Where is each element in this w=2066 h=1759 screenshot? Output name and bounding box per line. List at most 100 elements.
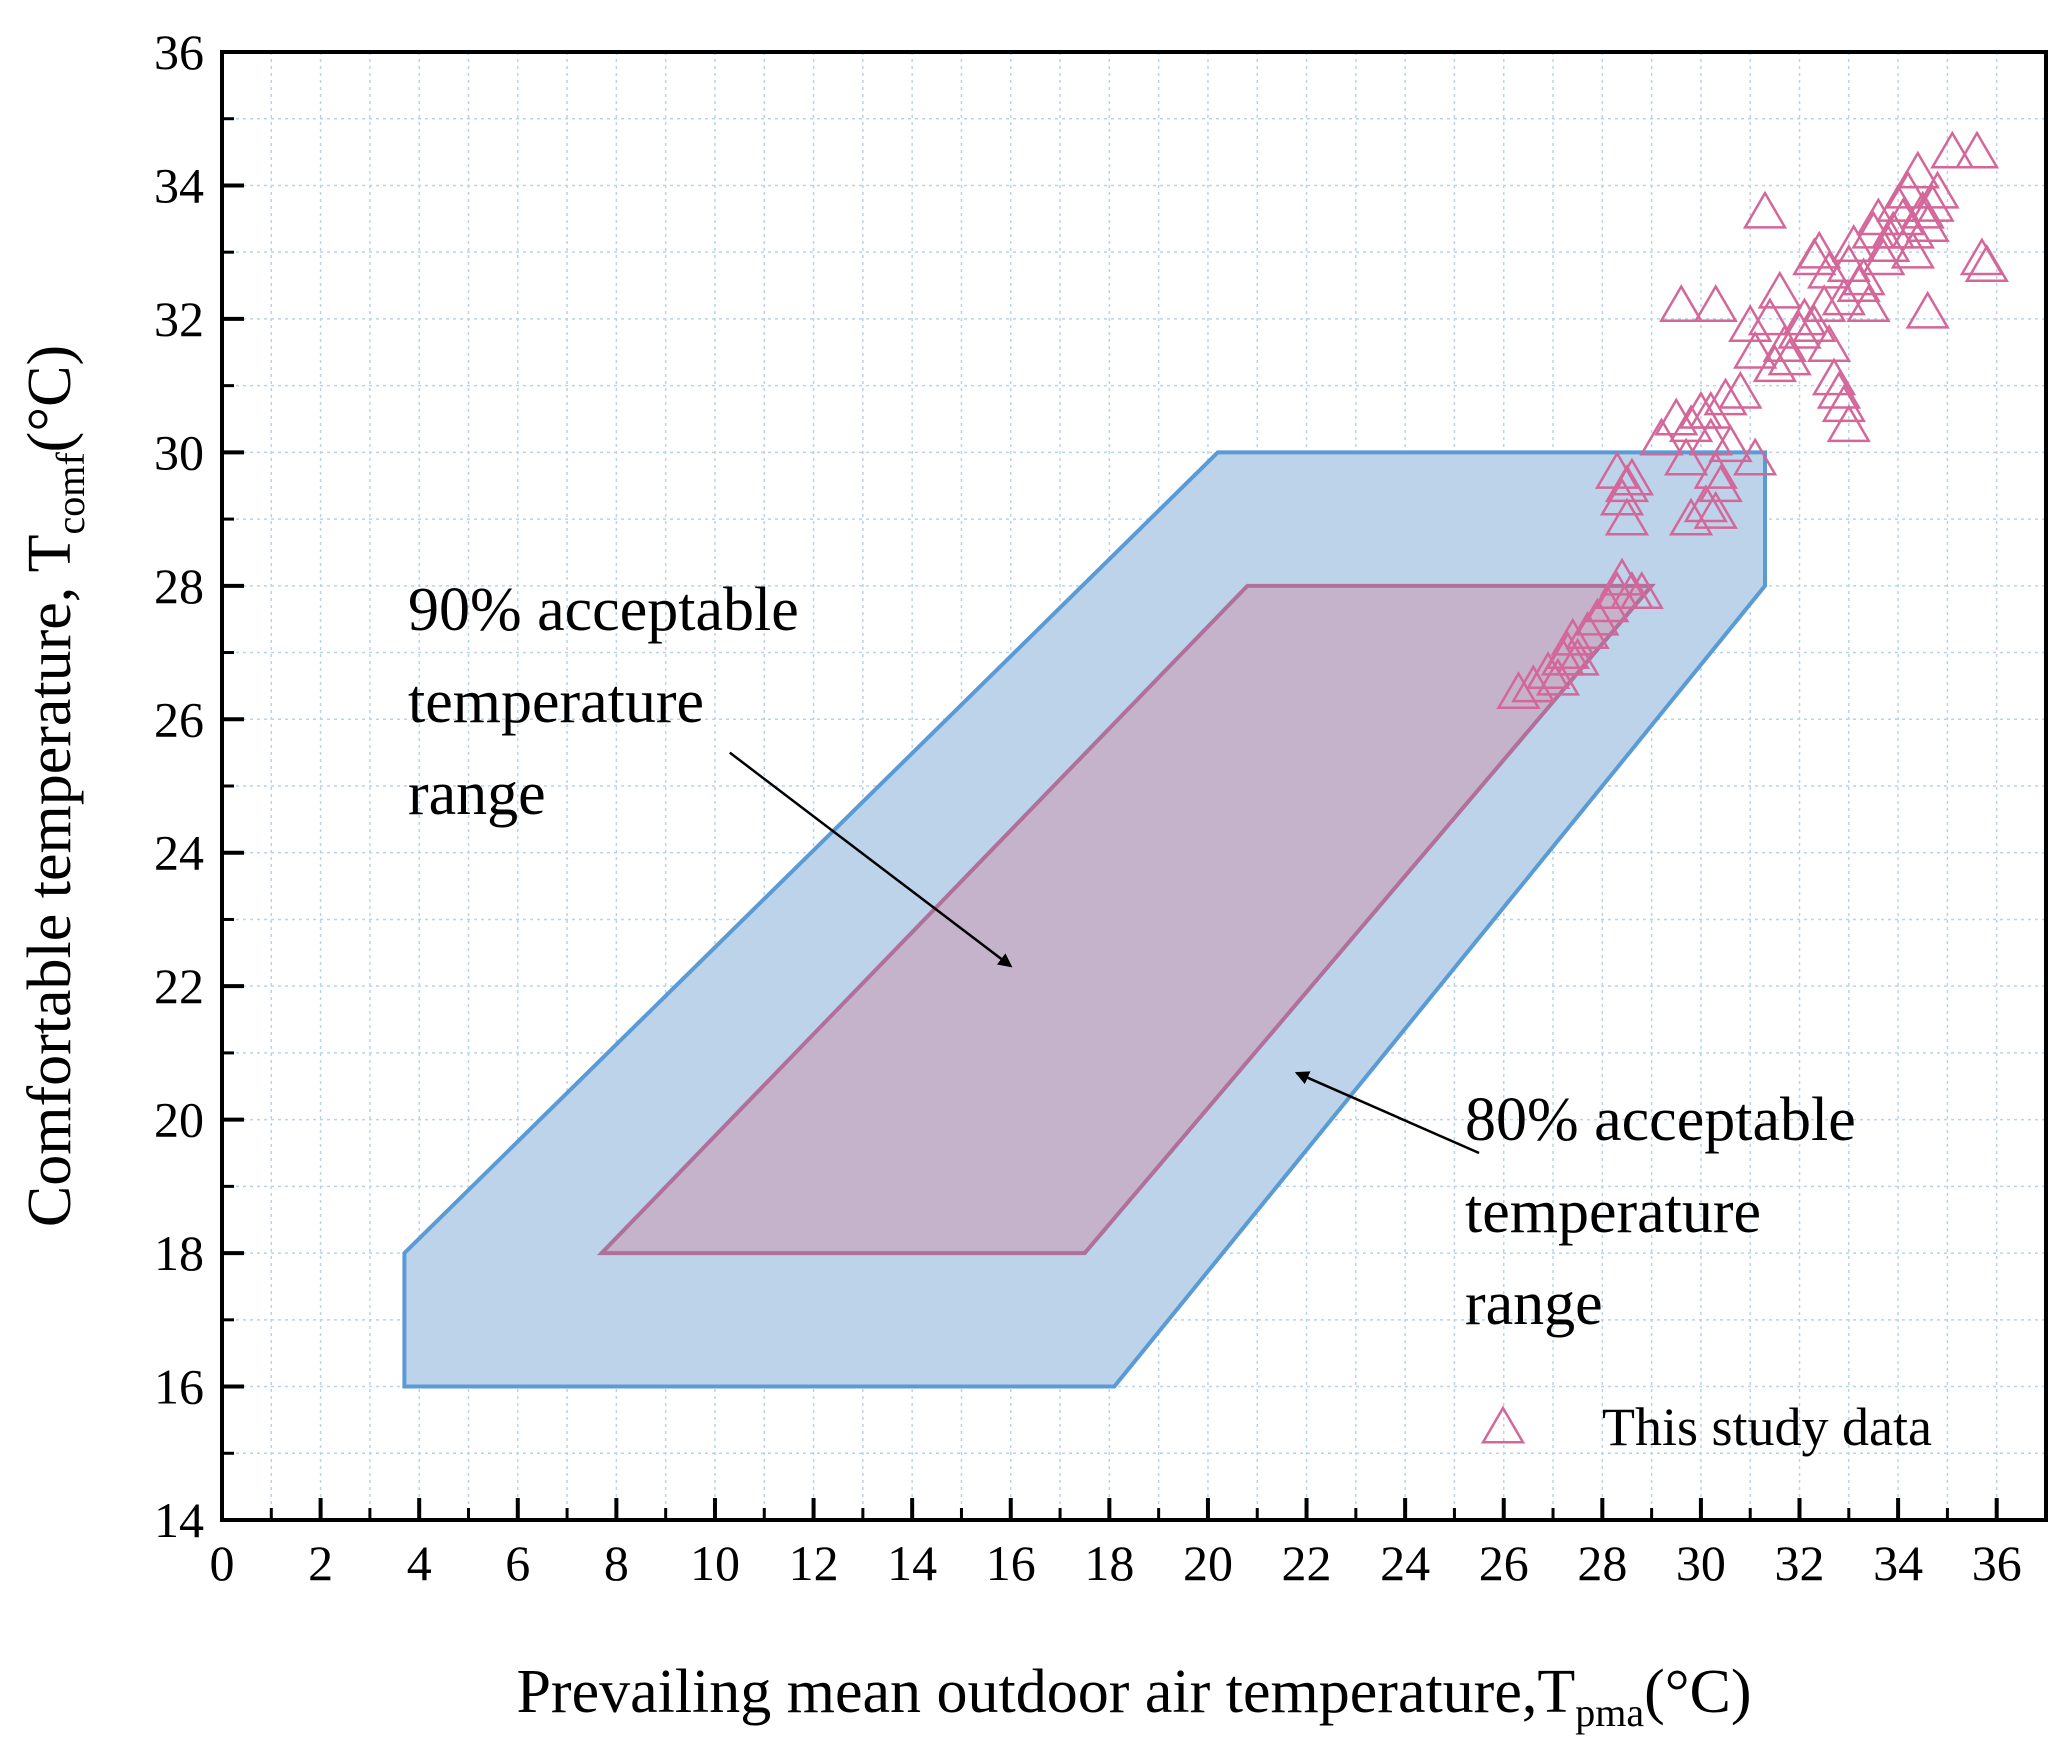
data-point: [1742, 190, 1788, 229]
data-point: [1664, 437, 1709, 476]
y-tick-label: 18: [154, 1225, 204, 1281]
data-point: [1599, 557, 1645, 596]
data-point: [1802, 284, 1847, 323]
x-tick-label: 0: [210, 1535, 235, 1591]
x-tick-label: 2: [308, 1535, 333, 1591]
annotations: 90% acceptable temperature range 80% accept…: [408, 576, 1856, 1338]
data-point: [1826, 404, 1871, 443]
data-point: [1890, 230, 1936, 269]
data-point: [1565, 611, 1610, 649]
x-tick-label: 6: [505, 1535, 530, 1591]
data-point: [1545, 631, 1590, 669]
data-point: [1659, 284, 1704, 323]
x-tick-label: 18: [1084, 1535, 1134, 1591]
y-axis-title-sub: comf: [48, 452, 93, 535]
y-axis-title: Comfortable temperature, Tcomf(°C): [16, 345, 93, 1227]
data-point: [1599, 477, 1645, 516]
legend-label: This study data: [1602, 1397, 1932, 1457]
y-axis-title-unit: (°C): [16, 345, 84, 452]
data-point: [1654, 397, 1699, 436]
data-point: [1762, 324, 1807, 363]
x-tick-label: 28: [1577, 1535, 1627, 1591]
annotation-text-line: 90% acceptable: [408, 576, 799, 644]
y-tick-label: 20: [154, 1092, 204, 1148]
data-point: [1905, 204, 1950, 242]
data-point: [1757, 270, 1802, 309]
data-point: [1895, 150, 1940, 189]
y-tick-label: 28: [154, 558, 204, 614]
x-axis-title-unit: (°C): [1644, 1658, 1751, 1726]
y-tick-label: 26: [154, 691, 204, 747]
y-tick-label: 36: [154, 24, 204, 80]
data-point: [1693, 450, 1738, 489]
data-point: [1811, 357, 1857, 396]
data-point: [1777, 310, 1822, 349]
region-90-percent: [596, 583, 1656, 1256]
data-point: [1821, 277, 1867, 316]
data-point: [1866, 224, 1911, 262]
data-point: [1575, 597, 1620, 636]
y-tick-label: 24: [154, 825, 204, 881]
data-point: [1915, 170, 1960, 209]
data-point: [1535, 657, 1581, 696]
scatter-points: [1496, 130, 2009, 710]
data-point: [1930, 130, 1975, 169]
data-point: [1964, 244, 2009, 282]
x-tick-label: 24: [1380, 1535, 1430, 1591]
annotation-text-line: range: [408, 760, 546, 828]
data-point: [1609, 457, 1655, 496]
x-tick-label: 20: [1183, 1535, 1233, 1591]
x-tick-label: 30: [1676, 1535, 1726, 1591]
data-point: [1585, 584, 1630, 623]
annotation-text-line: temperature: [408, 668, 704, 736]
x-tick-label: 26: [1479, 1535, 1529, 1591]
annotation-arrow: [729, 751, 1013, 968]
legend: This study data: [1480, 1397, 1932, 1457]
data-point: [1846, 284, 1891, 323]
annotation-text-line: 80% acceptable: [1465, 1086, 1856, 1154]
data-point: [1718, 370, 1763, 409]
data-point: [1668, 404, 1714, 443]
data-point: [1604, 497, 1650, 536]
y-tick-label: 32: [154, 291, 204, 347]
x-tick-label: 32: [1775, 1535, 1825, 1591]
data-point: [1910, 183, 1955, 222]
data-point: [1693, 284, 1738, 323]
data-point: [1826, 244, 1871, 282]
data-point: [1797, 230, 1842, 269]
data-point: [1831, 224, 1876, 262]
data-point: [1875, 183, 1921, 222]
x-tick-label: 34: [1873, 1535, 1923, 1591]
data-point: [1550, 617, 1595, 656]
data-point: [1806, 250, 1852, 289]
data-point: [1954, 130, 2000, 169]
y-axis-title-main: Comfortable temperature, T: [16, 534, 84, 1227]
data-point: [1708, 424, 1753, 463]
x-tick-label: 16: [986, 1535, 1036, 1591]
data-point: [1594, 450, 1640, 489]
y-tick-label: 34: [154, 157, 204, 213]
x-tick-label: 36: [1972, 1535, 2022, 1591]
comfort-regions: [402, 450, 1768, 1389]
x-tick-label: 22: [1282, 1535, 1332, 1591]
data-point: [1782, 297, 1827, 336]
data-point: [1619, 571, 1664, 609]
data-point: [1733, 330, 1778, 369]
y-tick-label: 22: [154, 958, 204, 1014]
x-axis-title-main: Prevailing mean outdoor air temperature,…: [516, 1658, 1575, 1726]
data-point: [1693, 490, 1738, 529]
x-tick-label: 14: [887, 1535, 937, 1591]
data-point: [1639, 417, 1684, 456]
x-axis-title-sub: pma: [1575, 1690, 1644, 1735]
data-point: [1703, 377, 1748, 416]
data-point: [1555, 637, 1600, 676]
x-tick-label: 4: [407, 1535, 432, 1591]
data-point: [1861, 237, 1906, 276]
data-point: [1890, 210, 1936, 249]
data-point: [1747, 297, 1793, 336]
x-tick-label: 10: [690, 1535, 740, 1591]
data-point: [1856, 197, 1901, 236]
y-tick-label: 30: [154, 424, 204, 480]
data-point: [1880, 197, 1926, 236]
annotation-text-line: range: [1465, 1270, 1603, 1338]
